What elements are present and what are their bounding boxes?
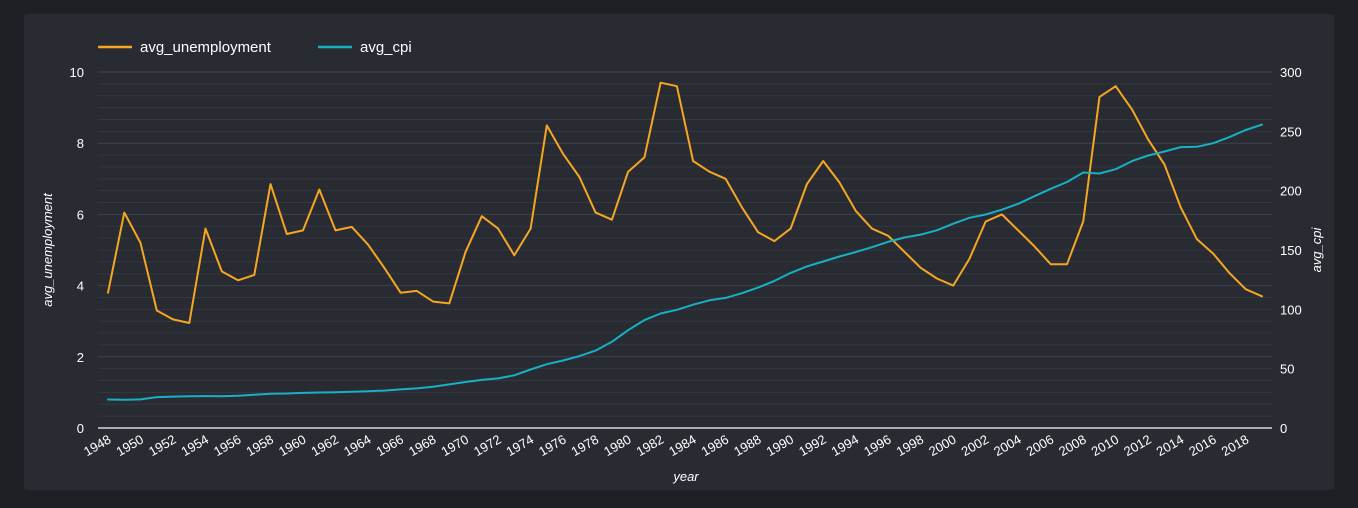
left-tick-label: 6: [77, 207, 84, 222]
left-tick-label: 4: [77, 279, 84, 294]
x-tick-label: 2004: [991, 432, 1024, 459]
right-axis-title: avg_cpi: [1309, 226, 1324, 272]
right-tick-label: 250: [1280, 124, 1302, 139]
x-tick-label: 1970: [439, 432, 472, 459]
right-axis-ticks: 0 50 100 150 200 250 300: [1280, 65, 1302, 436]
x-tick-label: 2016: [1186, 432, 1219, 459]
legend: avg_unemployment avg_cpi: [98, 39, 412, 56]
legend-label-avg-cpi: avg_cpi: [360, 39, 412, 56]
right-tick-label: 300: [1280, 65, 1302, 80]
x-tick-label: 2014: [1154, 432, 1187, 459]
left-tick-label: 2: [77, 350, 84, 365]
series-line-avg-unemployment: [107, 81, 1263, 324]
left-axis-title: avg_unemployment: [40, 192, 55, 307]
x-tick-label: 1976: [536, 432, 569, 459]
x-tick-label: 1972: [471, 432, 504, 459]
x-tick-label: 1992: [796, 432, 829, 459]
x-tick-label: 2006: [1024, 432, 1057, 459]
right-tick-label: 0: [1280, 421, 1287, 436]
x-tick-label: 1950: [113, 432, 146, 459]
x-tick-label: 1980: [601, 432, 634, 459]
legend-label-avg-unemployment: avg_unemployment: [140, 39, 272, 56]
x-tick-label: 1958: [243, 432, 276, 459]
x-axis-ticks: 1948 1950 1952 1954 1956 1958 1960 1962 1964 1966…: [81, 432, 1251, 459]
grid-lines: [98, 71, 1272, 429]
series-lines: [107, 81, 1263, 401]
x-tick-label: 1996: [861, 432, 894, 459]
right-tick-label: 200: [1280, 184, 1302, 199]
x-axis-title: year: [672, 469, 699, 484]
right-tick-label: 100: [1280, 302, 1302, 317]
x-tick-label: 1998: [894, 432, 927, 459]
x-tick-label: 1962: [309, 432, 342, 459]
x-tick-label: 1982: [634, 432, 667, 459]
x-tick-label: 1964: [341, 432, 374, 459]
x-tick-label: 1984: [666, 432, 699, 459]
x-tick-label: 2018: [1219, 432, 1252, 459]
x-tick-label: 1968: [406, 432, 439, 459]
x-tick-label: 1990: [764, 432, 797, 459]
x-tick-label: 1954: [178, 432, 211, 459]
x-tick-label: 1966: [374, 432, 407, 459]
x-tick-label: 1974: [504, 432, 537, 459]
x-tick-label: 1948: [81, 432, 114, 459]
left-tick-label: 8: [77, 136, 84, 151]
x-tick-label: 1956: [211, 432, 244, 459]
series-line-avg-cpi: [107, 123, 1263, 401]
x-tick-label: 1988: [731, 432, 764, 459]
x-tick-label: 2012: [1121, 432, 1154, 459]
x-tick-label: 1952: [146, 432, 179, 459]
x-tick-label: 1960: [276, 432, 309, 459]
x-tick-label: 2010: [1089, 432, 1122, 459]
left-tick-label: 0: [77, 421, 84, 436]
right-tick-label: 150: [1280, 243, 1302, 258]
legend-item-avg-cpi[interactable]: avg_cpi: [318, 39, 412, 56]
left-tick-label: 10: [70, 65, 84, 80]
x-tick-label: 1978: [569, 432, 602, 459]
right-tick-label: 50: [1280, 362, 1294, 377]
x-tick-label: 2002: [959, 432, 992, 459]
x-tick-label: 1986: [699, 432, 732, 459]
x-tick-label: 2000: [926, 432, 959, 459]
legend-item-avg-unemployment[interactable]: avg_unemployment: [98, 39, 272, 56]
x-tick-label: 2008: [1056, 432, 1089, 459]
left-axis-ticks: 0 2 4 6 8 10: [70, 65, 84, 436]
x-tick-label: 1994: [829, 432, 862, 459]
